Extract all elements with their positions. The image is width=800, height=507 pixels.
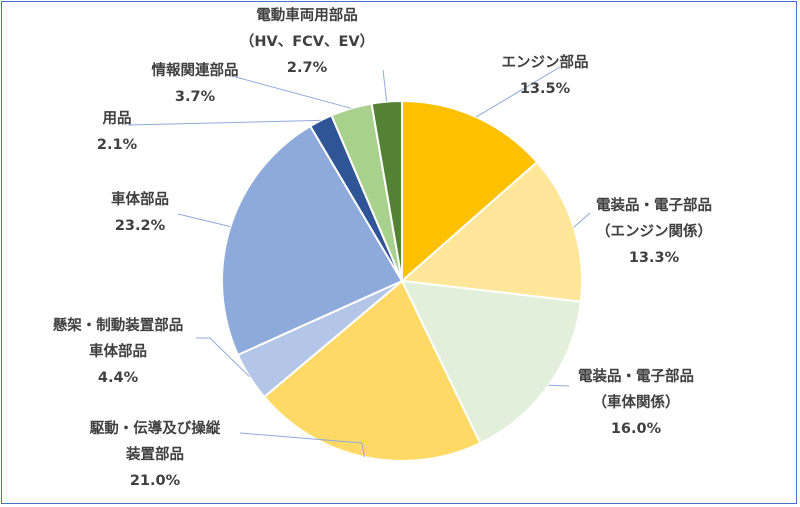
slice-category-label: 電装品・電子部品 [578,367,694,385]
slice-category-label: 情報関連部品 [152,61,239,79]
leader-lines [127,66,591,458]
slice-value-label: 2.1% [97,137,138,153]
pie-slice [221,124,404,357]
data-labels: エンジン部品 13.5% 電装品・電子部品 （エンジン関係） 13.3% 電装品・電子部品… [53,6,712,489]
pie-slices [221,99,583,462]
slice-value-label: 21.0% [130,473,181,489]
leader-line [231,75,352,109]
slice-category-label: エンジン部品 [502,53,589,71]
leader-line [573,212,591,228]
leader-line [548,384,570,387]
slice-category-label: （車体関係） [593,393,680,411]
slice-value-label: 13.5% [520,81,571,97]
slice-category-label: 電動車両用部品 [256,6,358,24]
leader-line [382,69,388,102]
pie-slice [399,160,583,303]
pie-slice [400,279,582,445]
slice-category-label: 車体部品 [89,342,147,360]
leader-line [127,119,321,126]
slice-category-label: 装置部品 [125,445,184,463]
slice-value-label: 4.4% [98,370,139,386]
slice-value-label: 3.7% [175,89,216,105]
leader-line [177,213,231,228]
slice-category-label: 車体部品 [111,190,169,208]
slice-category-label: 用品 [103,110,132,127]
slice-category-label: 懸架・制動装置部品 [53,316,184,334]
leader-line [196,337,250,378]
slice-value-label: 23.2% [115,218,166,234]
slice-category-label: 駆動・伝導及び操縦 [90,419,221,437]
slice-value-label: 2.7% [287,60,328,76]
slice-value-label: 16.0% [611,421,662,437]
slice-category-label: （HV、FCV、EV） [240,32,374,50]
pie-slice [401,99,539,284]
leader-line [239,432,365,458]
slice-category-label: （エンジン関係） [596,222,712,240]
slice-value-label: 13.3% [629,250,680,266]
leader-line [475,66,561,118]
slice-category-label: 電装品・電子部品 [596,196,712,214]
